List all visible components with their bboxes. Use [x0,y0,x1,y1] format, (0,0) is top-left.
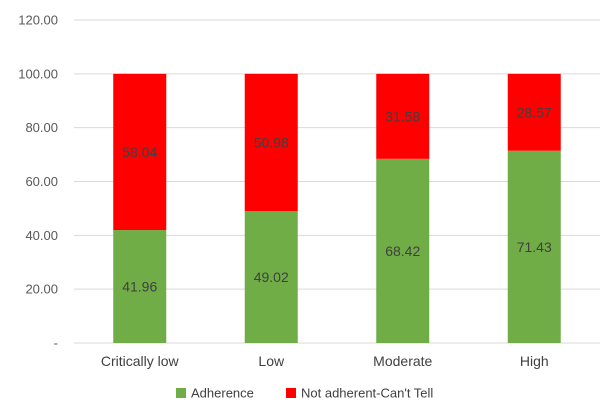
legend-label: Not adherent-Can't Tell [301,386,433,401]
data-label: 71.43 [517,239,552,255]
legend-label: Adherence [191,386,254,401]
data-label: 58.04 [122,144,157,160]
data-label: 50.98 [254,134,289,150]
y-tick-label: 120.00 [18,13,58,28]
legend: Adherence Not adherent-Can't Tell [176,386,433,401]
bar-segment [507,73,561,151]
data-label: 28.57 [517,104,552,120]
y-tick-label: 40.00 [25,228,58,243]
x-axis-category-labels: Critically low Low Moderate High [101,353,549,369]
bar-segment [113,230,167,343]
y-tick-label: - [54,336,58,351]
y-tick-label: 80.00 [25,120,58,135]
y-tick-label: 100.00 [18,66,58,81]
y-tick-label: 20.00 [25,282,58,297]
bar-segment [507,150,561,343]
x-category-label: Critically low [101,353,180,369]
data-label: 68.42 [385,243,420,259]
x-category-label: High [520,353,549,369]
x-category-label: Moderate [373,353,432,369]
bar-segment [244,73,298,212]
x-category-label: Low [258,353,285,369]
data-label: 31.58 [385,108,420,124]
data-label: 41.96 [122,279,157,295]
bar-segment [376,73,430,159]
bars [113,73,561,343]
bar-segment [244,211,298,343]
legend-swatch [286,388,296,398]
data-label: 49.02 [254,269,289,285]
bar-segment [113,73,167,231]
y-axis-tick-labels: - 20.00 40.00 60.00 80.00 100.00 120.00 [18,13,58,351]
y-tick-label: 60.00 [25,174,58,189]
data-labels: 41.96 58.04 49.02 50.98 68.42 31.58 71.43 28.57 [122,104,552,294]
legend-swatch [176,388,186,398]
bar-segment [376,158,430,343]
